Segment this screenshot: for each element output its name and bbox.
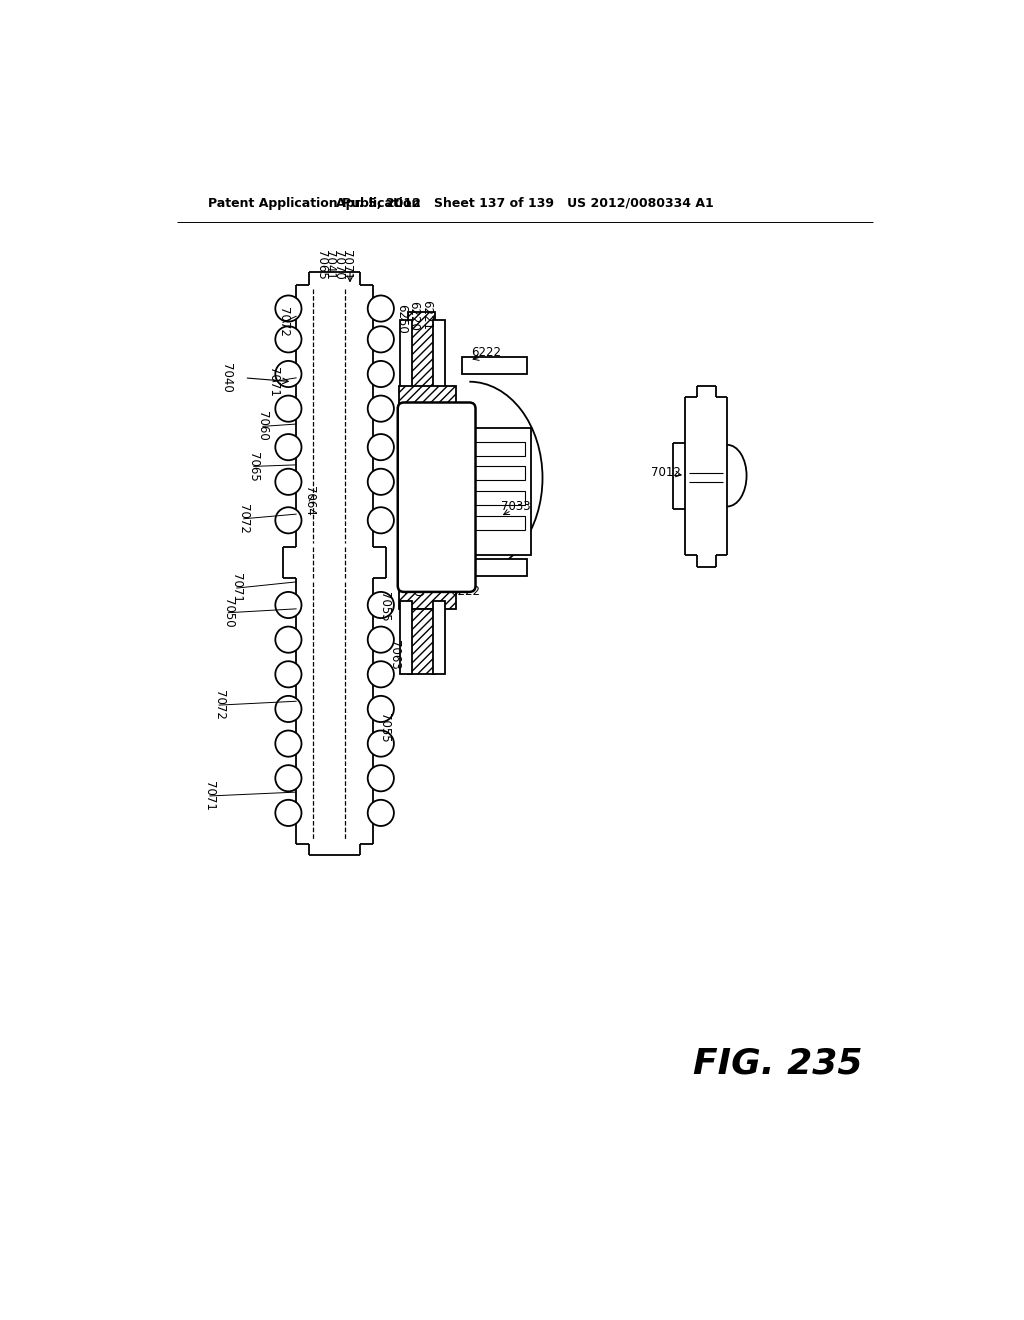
Circle shape [275, 591, 301, 618]
Text: 7041: 7041 [324, 249, 337, 280]
Circle shape [275, 800, 301, 826]
Text: 7072: 7072 [238, 504, 250, 533]
Text: 7040: 7040 [220, 363, 233, 393]
Text: 6221: 6221 [420, 300, 433, 330]
Circle shape [368, 696, 394, 722]
Circle shape [275, 434, 301, 461]
Text: 7065: 7065 [315, 249, 328, 280]
Circle shape [275, 627, 301, 653]
Text: 7072: 7072 [276, 308, 290, 338]
Bar [467, 466, 524, 480]
Bar [400, 321, 412, 409]
Text: 6222: 6222 [471, 346, 502, 359]
Text: Apr. 5, 2012   Sheet 137 of 139   US 2012/0080334 A1: Apr. 5, 2012 Sheet 137 of 139 US 2012/00… [336, 197, 714, 210]
Text: 7033: 7033 [501, 500, 530, 513]
Text: 7060: 7060 [256, 412, 269, 441]
Circle shape [368, 396, 394, 422]
Text: 7071: 7071 [340, 249, 353, 280]
Circle shape [368, 800, 394, 826]
Text: 7064: 7064 [303, 486, 315, 516]
Circle shape [368, 627, 394, 653]
Text: 7065: 7065 [247, 451, 260, 482]
Text: 7055: 7055 [378, 713, 391, 743]
Circle shape [275, 469, 301, 495]
Text: 7071: 7071 [204, 781, 216, 810]
Text: 7070: 7070 [332, 249, 345, 280]
Circle shape [275, 326, 301, 352]
Circle shape [275, 507, 301, 533]
Circle shape [368, 469, 394, 495]
Text: 7050: 7050 [222, 598, 234, 627]
Circle shape [275, 396, 301, 422]
Circle shape [275, 730, 301, 756]
Text: 7063: 7063 [388, 640, 401, 671]
Bar [467, 516, 524, 529]
Bar [398, 385, 457, 609]
Circle shape [368, 661, 394, 688]
Circle shape [368, 326, 394, 352]
Bar [462, 428, 531, 554]
Circle shape [368, 434, 394, 461]
Bar [408, 609, 435, 675]
Text: 7071: 7071 [266, 367, 280, 396]
Text: 6221: 6221 [399, 565, 413, 595]
Bar [433, 601, 444, 675]
Circle shape [368, 730, 394, 756]
Circle shape [368, 360, 394, 387]
Circle shape [368, 591, 394, 618]
Bar [462, 356, 527, 374]
Text: Patent Application Publication: Patent Application Publication [208, 197, 420, 210]
Text: 6222: 6222 [451, 585, 480, 598]
Text: FIG. 235: FIG. 235 [692, 1047, 862, 1080]
Text: 7055: 7055 [378, 593, 391, 622]
Circle shape [275, 766, 301, 792]
Text: 6220: 6220 [410, 568, 423, 597]
Bar [433, 321, 444, 409]
Circle shape [368, 766, 394, 792]
Text: 7071: 7071 [230, 573, 244, 603]
Circle shape [275, 696, 301, 722]
Bar [462, 558, 527, 576]
FancyBboxPatch shape [397, 403, 475, 591]
Text: 7072: 7072 [213, 690, 225, 719]
Circle shape [368, 296, 394, 322]
Text: 6250: 6250 [395, 304, 409, 334]
Bar [467, 442, 524, 455]
Text: 6220: 6220 [408, 301, 421, 331]
Circle shape [275, 360, 301, 387]
Bar [408, 313, 435, 412]
Bar [400, 601, 412, 675]
Bar [467, 491, 524, 506]
Circle shape [368, 507, 394, 533]
Circle shape [275, 661, 301, 688]
Text: 7012: 7012 [651, 466, 681, 479]
Circle shape [275, 296, 301, 322]
